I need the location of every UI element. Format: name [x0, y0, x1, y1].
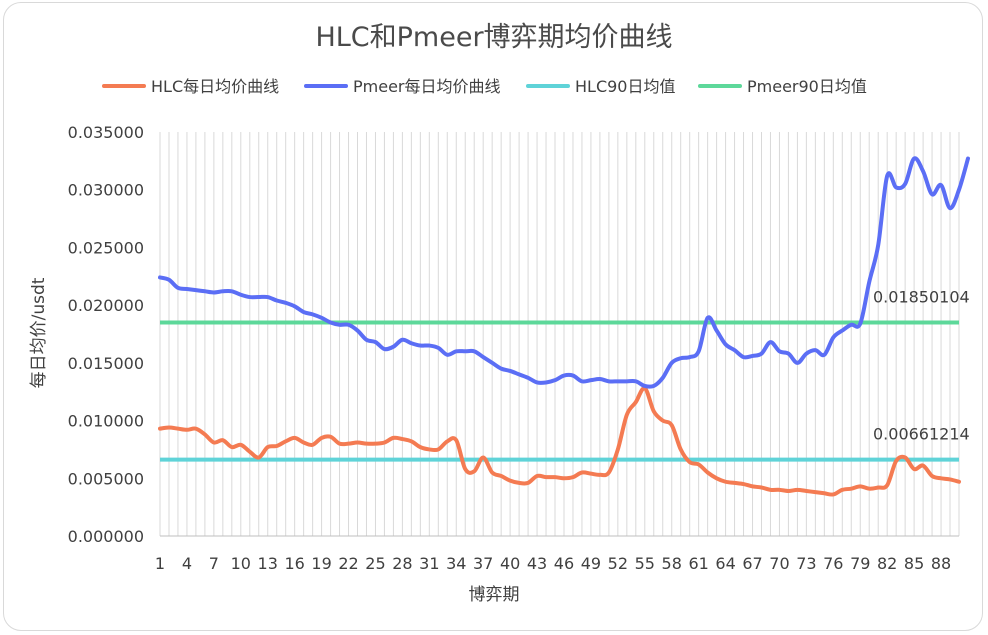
x-tick-label: 49 [581, 554, 601, 573]
y-tick-label: 0.035000 [68, 123, 144, 142]
y-tick-label: 0.020000 [68, 296, 144, 315]
legend-item: HLC每日均价曲线 [102, 77, 279, 96]
x-axis-title: 博弈期 [469, 585, 520, 605]
x-tick-label: 88 [931, 554, 951, 573]
y-tick-label: 0.005000 [68, 469, 144, 488]
x-tick-label: 34 [446, 554, 466, 573]
legend-label: HLC90日均值 [575, 77, 675, 96]
x-tick-label: 58 [662, 554, 682, 573]
x-tick-label: 4 [182, 554, 192, 573]
x-tick-label: 28 [392, 554, 412, 573]
x-tick-label: 19 [311, 554, 331, 573]
hlc-daily-line [158, 386, 961, 497]
x-tick-label: 10 [231, 554, 251, 573]
legend-label: HLC每日均价曲线 [151, 77, 279, 96]
hlc-90day-avg-label: 0.00661214 [873, 425, 970, 444]
x-tick-label: 37 [473, 554, 493, 573]
legend-label: Pmeer每日均价曲线 [353, 77, 501, 96]
grid [159, 132, 960, 537]
x-tick-label: 67 [742, 554, 762, 573]
x-tick-label: 55 [635, 554, 655, 573]
y-tick-label: 0.010000 [68, 412, 144, 431]
x-tick-label: 61 [688, 554, 708, 573]
chart-title: HLC和Pmeer博弈期均价曲线 [315, 22, 672, 53]
pmeer-90day-avg-label: 0.01850104 [873, 287, 970, 306]
x-tick-label: 70 [769, 554, 789, 573]
x-tick-label: 1 [155, 554, 165, 573]
x-tick-label: 13 [258, 554, 278, 573]
y-axis-title: 每日均价/usdt [29, 277, 49, 388]
average-lines: 0.00661214 0.01850104 [160, 287, 970, 462]
x-tick-label: 25 [365, 554, 385, 573]
legend: HLC每日均价曲线 Pmeer每日均价曲线 HLC90日均值 Pmeer90日均值 [102, 77, 867, 96]
x-axis-ticks: 1 4 7 10 13 16 19 22 25 28 31 34 37 40 43 46 49 52 55 58 61 6… [155, 554, 951, 573]
chart-frame [3, 2, 983, 631]
y-tick-label: 0.015000 [68, 354, 144, 373]
pmeer-daily-line [158, 156, 970, 389]
x-tick-label: 43 [527, 554, 547, 573]
y-axis-ticks: 0.000000 0.005000 0.010000 0.015000 0.020000… [68, 123, 144, 546]
x-tick-label: 64 [715, 554, 735, 573]
legend-item: Pmeer每日均价曲线 [304, 77, 501, 96]
x-tick-label: 85 [904, 554, 924, 573]
legend-item: Pmeer90日均值 [698, 77, 867, 96]
series-lines [158, 156, 970, 497]
x-tick-label: 52 [608, 554, 628, 573]
x-tick-label: 40 [500, 554, 520, 573]
x-tick-label: 7 [209, 554, 219, 573]
legend-label: Pmeer90日均值 [747, 77, 867, 96]
x-tick-label: 79 [850, 554, 870, 573]
x-tick-label: 22 [338, 554, 358, 573]
x-tick-label: 46 [554, 554, 574, 573]
x-tick-label: 16 [284, 554, 304, 573]
x-tick-label: 31 [419, 554, 439, 573]
x-tick-label: 82 [877, 554, 897, 573]
y-tick-label: 0.030000 [68, 181, 144, 200]
y-tick-label: 0.025000 [68, 238, 144, 257]
x-tick-label: 76 [823, 554, 843, 573]
legend-item: HLC90日均值 [526, 77, 675, 96]
y-tick-label: 0.000000 [68, 527, 144, 546]
x-tick-label: 73 [796, 554, 816, 573]
